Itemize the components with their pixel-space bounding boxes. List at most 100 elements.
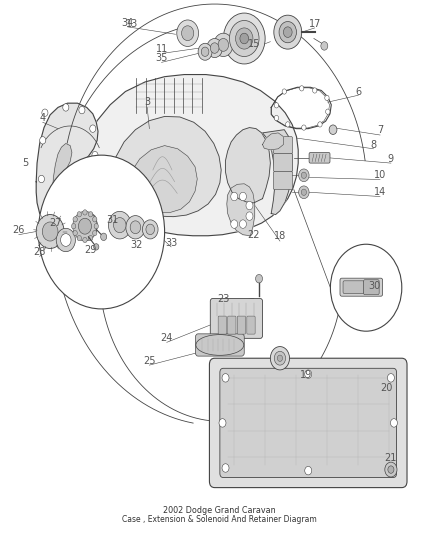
Circle shape [201, 47, 209, 56]
Circle shape [274, 15, 302, 49]
Text: 30: 30 [369, 281, 381, 291]
Circle shape [142, 220, 158, 239]
Circle shape [279, 21, 297, 43]
Circle shape [321, 42, 328, 50]
Circle shape [130, 221, 141, 233]
Circle shape [177, 20, 198, 46]
Circle shape [88, 183, 94, 191]
Circle shape [60, 233, 71, 246]
Text: 19: 19 [300, 370, 312, 380]
Circle shape [182, 26, 194, 41]
Circle shape [81, 215, 87, 222]
Circle shape [255, 274, 262, 283]
Text: 31: 31 [106, 215, 119, 225]
Text: 6: 6 [355, 86, 361, 96]
Text: 4: 4 [40, 113, 46, 123]
Circle shape [300, 86, 304, 91]
Text: 21: 21 [385, 454, 397, 463]
Circle shape [94, 244, 99, 250]
Text: 32: 32 [130, 240, 142, 251]
Text: 24: 24 [161, 333, 173, 343]
FancyBboxPatch shape [340, 278, 383, 296]
Circle shape [325, 95, 329, 101]
Text: 28: 28 [33, 247, 46, 257]
FancyBboxPatch shape [228, 316, 236, 334]
Circle shape [301, 172, 307, 179]
Polygon shape [36, 103, 98, 228]
Circle shape [219, 419, 226, 427]
FancyBboxPatch shape [210, 298, 262, 338]
Circle shape [113, 217, 126, 233]
Circle shape [388, 464, 394, 472]
Circle shape [41, 211, 47, 218]
FancyBboxPatch shape [273, 172, 293, 190]
Circle shape [210, 43, 219, 53]
Circle shape [277, 355, 283, 361]
Circle shape [305, 370, 312, 378]
Circle shape [77, 212, 81, 217]
FancyBboxPatch shape [237, 316, 246, 334]
Text: 9: 9 [388, 155, 394, 164]
Circle shape [230, 20, 259, 56]
Circle shape [283, 27, 292, 37]
FancyBboxPatch shape [247, 316, 255, 334]
Polygon shape [75, 213, 97, 240]
Circle shape [240, 33, 249, 44]
Circle shape [286, 122, 290, 127]
Polygon shape [227, 184, 254, 236]
Polygon shape [262, 130, 292, 215]
Circle shape [246, 212, 253, 220]
Text: 29: 29 [85, 245, 97, 255]
Circle shape [73, 212, 97, 241]
Circle shape [388, 466, 394, 473]
Circle shape [146, 224, 155, 235]
Circle shape [63, 104, 69, 111]
Text: 22: 22 [247, 230, 260, 240]
Circle shape [101, 233, 107, 240]
Text: 15: 15 [247, 39, 260, 49]
FancyBboxPatch shape [195, 334, 244, 356]
Text: 7: 7 [377, 125, 383, 135]
Circle shape [318, 122, 322, 127]
Text: 5: 5 [22, 158, 28, 168]
Circle shape [73, 230, 78, 236]
Circle shape [240, 192, 247, 201]
Polygon shape [53, 143, 72, 186]
Circle shape [50, 221, 57, 229]
Circle shape [391, 419, 397, 427]
Circle shape [94, 223, 99, 229]
Circle shape [329, 125, 337, 134]
Text: 13: 13 [126, 19, 138, 29]
Circle shape [299, 186, 309, 199]
Circle shape [92, 216, 97, 222]
Text: 17: 17 [308, 19, 321, 29]
Circle shape [36, 215, 64, 248]
Circle shape [126, 216, 145, 239]
Circle shape [236, 28, 253, 49]
Polygon shape [262, 133, 283, 150]
Text: 10: 10 [374, 171, 386, 180]
Text: 27: 27 [49, 218, 62, 228]
Text: 23: 23 [217, 294, 230, 304]
Circle shape [330, 244, 402, 331]
Circle shape [92, 151, 98, 159]
Circle shape [207, 38, 223, 58]
Text: 20: 20 [380, 383, 393, 393]
Circle shape [214, 33, 233, 56]
Circle shape [66, 223, 72, 230]
Text: 18: 18 [274, 231, 286, 241]
Circle shape [299, 169, 309, 182]
Circle shape [274, 351, 286, 365]
FancyBboxPatch shape [364, 280, 379, 295]
Circle shape [231, 220, 238, 228]
FancyBboxPatch shape [209, 358, 407, 488]
Circle shape [223, 13, 265, 64]
Circle shape [302, 125, 306, 130]
Circle shape [301, 189, 307, 196]
Text: 2002 Dodge Grand Caravan: 2002 Dodge Grand Caravan [162, 506, 276, 515]
Circle shape [39, 155, 165, 309]
Circle shape [305, 466, 312, 475]
Circle shape [231, 192, 238, 201]
Circle shape [71, 223, 76, 229]
Text: Case , Extension & Solenoid And Retainer Diagram: Case , Extension & Solenoid And Retainer… [122, 515, 316, 524]
